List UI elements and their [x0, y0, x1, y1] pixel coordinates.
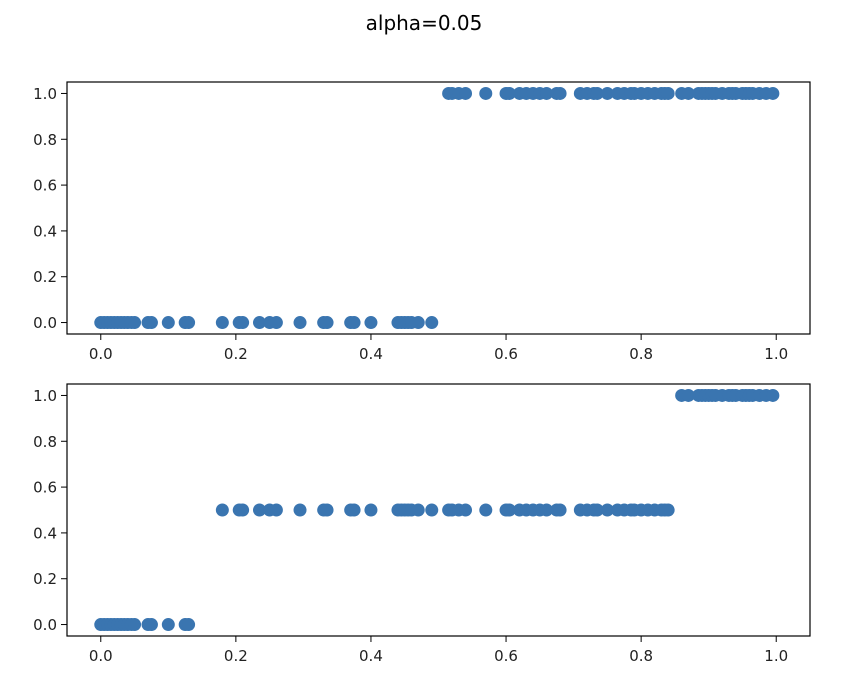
- scatter-series: [94, 86, 780, 330]
- y-tick-label: 0.6: [33, 479, 57, 497]
- x-tick-label: 0.4: [359, 647, 383, 665]
- scatter-point: [502, 86, 516, 100]
- scatter-point: [766, 388, 780, 402]
- scatter-point: [215, 316, 229, 330]
- y-tick-label: 0.2: [33, 268, 57, 286]
- scatter-point: [269, 503, 283, 517]
- scatter-point: [161, 316, 175, 330]
- scatter-point: [253, 503, 266, 517]
- x-tick-label: 0.2: [224, 345, 248, 363]
- axes-container: 0.0 0.2 0.4 0.6 0.8 1.00.00.20.40.60.81.00.0 0…: [33, 81, 811, 665]
- scatter-point: [681, 388, 695, 402]
- scatter-point: [425, 316, 439, 330]
- scatter-series: [94, 388, 780, 632]
- scatter-point: [128, 316, 142, 330]
- scatter-point: [661, 86, 675, 100]
- scatter-point: [425, 503, 439, 517]
- x-tick-label: 0.6: [494, 647, 518, 665]
- scatter-point: [236, 316, 250, 330]
- scatter-point: [600, 86, 614, 100]
- x-tick-label: 0.4: [359, 345, 383, 363]
- scatter-point: [269, 316, 283, 330]
- scatter-point: [681, 86, 695, 100]
- scatter-point: [182, 316, 196, 330]
- scatter-point: [590, 86, 604, 100]
- scatter-point: [144, 618, 158, 632]
- y-tick-label: 0.8: [33, 131, 57, 149]
- scatter-point: [661, 503, 675, 517]
- scatter-point: [364, 316, 378, 330]
- scatter-point: [347, 503, 361, 517]
- scatter-point: [411, 316, 425, 330]
- axes-frame: [66, 81, 811, 335]
- x-tick-label: 0.8: [629, 647, 653, 665]
- scatter-point: [459, 86, 473, 100]
- y-tick-label: 0.4: [33, 222, 57, 240]
- scatter-point: [590, 503, 604, 517]
- y-tick-label: 0.4: [33, 524, 57, 542]
- y-tick-label: 1.0: [33, 387, 57, 405]
- scatter-point: [144, 316, 158, 330]
- scatter-point: [766, 86, 780, 100]
- x-tick-label: 0.0: [89, 647, 113, 665]
- x-tick-label: 0.8: [629, 345, 653, 363]
- x-tick-label: 1.0: [764, 345, 788, 363]
- y-tick-label: 0.8: [33, 433, 57, 451]
- scatter-point: [293, 503, 307, 517]
- scatter-point: [320, 503, 334, 517]
- scatter-point: [459, 503, 473, 517]
- subplot-2: 0.0 0.2 0.4 0.6 0.8 1.0 0.0 0.2 0.4 0.6 0.8 1.0: [33, 383, 811, 665]
- scatter-point: [411, 503, 425, 517]
- figure-title: alpha=0.05: [366, 11, 483, 35]
- scatter-point: [293, 316, 307, 330]
- x-tick-label: 0.6: [494, 345, 518, 363]
- scatter-point: [479, 503, 493, 517]
- y-tick-label: 0.6: [33, 177, 57, 195]
- y-tick-label: 0.0: [33, 616, 57, 634]
- x-tick-label: 0.2: [224, 647, 248, 665]
- scatter-point: [253, 316, 266, 330]
- axes-frame: [66, 383, 811, 637]
- scatter-point: [600, 503, 614, 517]
- scatter-point: [161, 618, 175, 632]
- x-tick-label: 0.0: [89, 345, 113, 363]
- scatter-point: [320, 316, 334, 330]
- scatter-point: [364, 503, 378, 517]
- scatter-point: [479, 86, 493, 100]
- scatter-point: [182, 618, 196, 632]
- scatter-point: [553, 86, 567, 100]
- scatter-point: [553, 503, 567, 517]
- y-tick-label: 0.2: [33, 570, 57, 588]
- scatter-point: [347, 316, 361, 330]
- scatter-point: [128, 618, 142, 632]
- scatter-point: [236, 503, 250, 517]
- subplot-1: 0.0 0.2 0.4 0.6 0.8 1.0 0.0 0.2 0.4 0.6 0.8 1.0: [33, 81, 811, 363]
- scatter-point: [540, 86, 554, 100]
- x-tick-label: 1.0: [764, 647, 788, 665]
- scatter-point: [215, 503, 229, 517]
- y-tick-label: 1.0: [33, 85, 57, 103]
- scatter-point: [540, 503, 554, 517]
- y-tick-label: 0.0: [33, 314, 57, 332]
- scatter-point: [502, 503, 516, 517]
